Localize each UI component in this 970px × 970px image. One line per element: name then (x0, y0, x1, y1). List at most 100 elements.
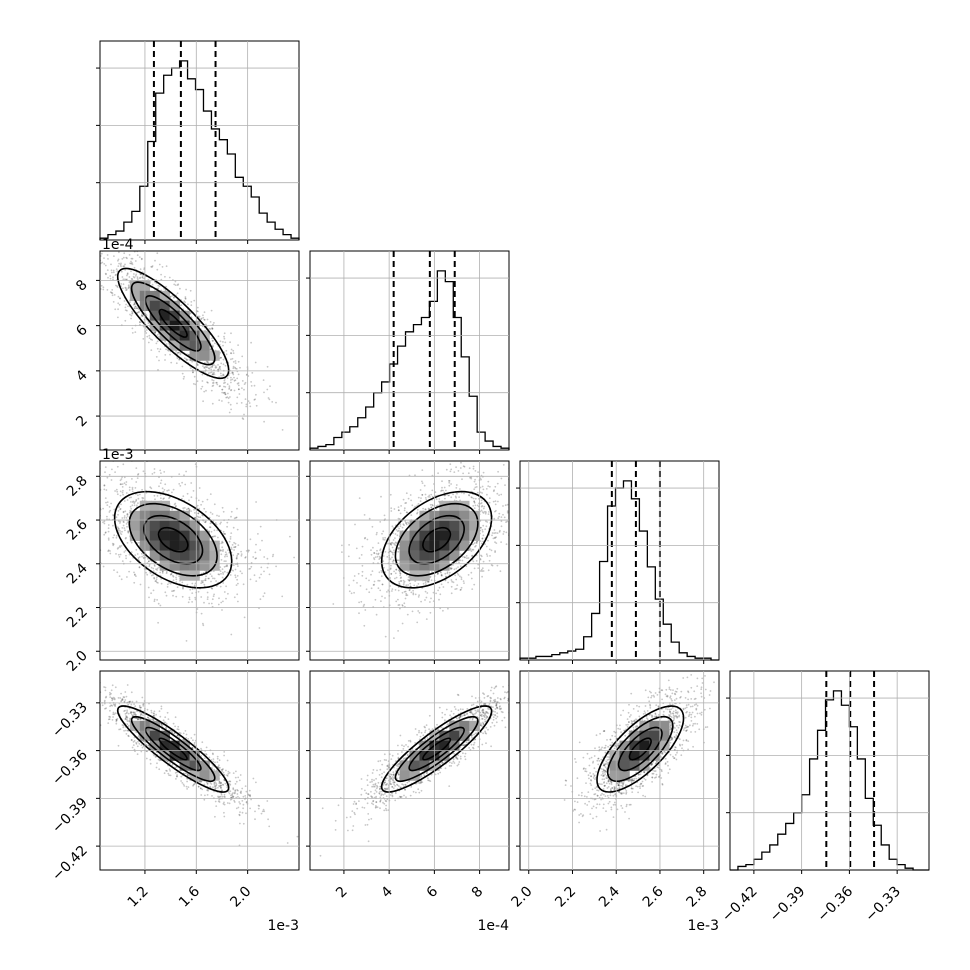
scatter-point (155, 342, 158, 345)
scatter-point (202, 581, 204, 584)
scatter-point (521, 543, 523, 545)
scatter-point (472, 714, 475, 716)
scatter-point (469, 718, 471, 720)
scatter-point (378, 571, 381, 574)
scatter-point (219, 782, 222, 784)
scatter-point (108, 473, 111, 476)
density-cell (189, 760, 200, 771)
scatter-point (224, 364, 227, 367)
scatter-point (100, 262, 102, 265)
scatter-point (370, 587, 373, 590)
scatter-point (153, 468, 156, 470)
scatter-point (484, 512, 487, 515)
scatter-point (181, 372, 184, 375)
scatter-point (658, 764, 660, 767)
scatter-point (121, 560, 124, 562)
scatter-point (147, 716, 149, 719)
scatter-point (134, 444, 136, 446)
scatter-point (210, 783, 213, 785)
scatter-point (396, 763, 399, 766)
scatter-point (226, 786, 229, 789)
scatter-point (471, 548, 474, 551)
scatter-point (225, 585, 228, 588)
scatter-point (42, 216, 44, 218)
scatter-point (210, 389, 213, 392)
scatter-point (379, 549, 381, 552)
scatter-point (125, 715, 127, 717)
scatter-point (474, 738, 476, 741)
scatter-point (131, 278, 134, 281)
scatter-point (153, 576, 156, 579)
scatter-point (197, 516, 200, 518)
scatter-point (227, 791, 230, 793)
scatter-point (391, 792, 393, 795)
scatter-point (376, 784, 378, 787)
scatter-point (223, 560, 226, 562)
scatter-point (112, 713, 115, 716)
scatter-point (117, 265, 120, 267)
scatter-point (398, 583, 401, 586)
scatter-point (657, 705, 660, 707)
scatter-point (224, 381, 227, 384)
scatter-point (399, 512, 402, 515)
scatter-point (197, 785, 200, 788)
scatter-point (431, 571, 433, 573)
scatter-point (394, 799, 397, 802)
scatter-point (458, 496, 460, 498)
scatter-point (640, 782, 642, 785)
scatter-point (164, 721, 167, 724)
scatter-point (161, 570, 164, 573)
scatter-point (378, 788, 381, 791)
scatter-point (82, 514, 84, 516)
scatter-point (233, 541, 236, 544)
scatter-point (440, 726, 442, 729)
scatter-point (149, 486, 152, 489)
scatter-point (394, 544, 397, 547)
scatter-point (115, 488, 118, 491)
scatter-point (168, 774, 171, 777)
scatter-point (119, 490, 122, 493)
scatter-point (193, 733, 196, 736)
scatter-point (117, 316, 119, 319)
scatter-point (384, 518, 386, 520)
density-cell (469, 530, 480, 541)
gridlines (310, 461, 509, 660)
scatter-point (114, 274, 117, 276)
scatter-point (131, 501, 134, 503)
scatter-point (377, 553, 380, 556)
scatter-point (135, 500, 138, 502)
scatter-point (379, 548, 382, 550)
scatter-point (207, 789, 210, 792)
scatter-point (389, 543, 392, 545)
scatter-point (92, 702, 94, 704)
scatter-point (390, 544, 393, 546)
scatter-point (437, 729, 440, 731)
scatter-point (374, 784, 377, 786)
scatter-point (376, 549, 378, 552)
scatter-point (181, 595, 184, 598)
scatter-point (185, 470, 188, 473)
density-cell (169, 550, 180, 561)
scatter-point (389, 568, 392, 571)
scatter-point (221, 388, 224, 391)
scatter-point (356, 582, 358, 584)
scatter-point (110, 291, 113, 294)
scatter-point (682, 708, 685, 711)
scatter-point (479, 526, 482, 529)
scatter-point (221, 576, 224, 579)
scatter-point (176, 586, 179, 589)
scatter-point (115, 268, 118, 271)
scatter-point (483, 697, 486, 699)
scatter-point (216, 383, 219, 386)
scatter-point (521, 682, 523, 684)
scatter-point (228, 540, 231, 543)
scatter-point (232, 792, 234, 794)
density-cell (399, 550, 410, 561)
scatter-point (375, 806, 377, 808)
scatter-point (137, 736, 140, 738)
scatter-point (387, 788, 389, 790)
scatter-point (172, 722, 175, 725)
scatter-point (244, 556, 247, 559)
scatter-point (236, 402, 238, 405)
scatter-point (164, 716, 167, 719)
